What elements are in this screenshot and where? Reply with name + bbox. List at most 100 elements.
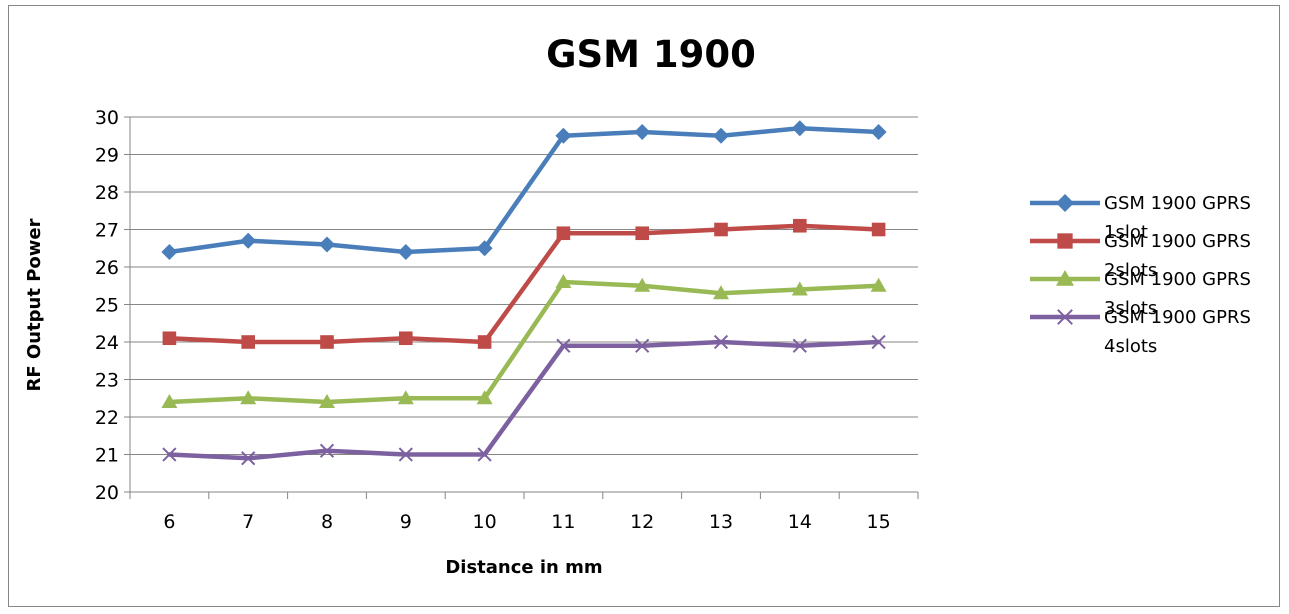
legend-label-line: 1slot — [1104, 222, 1148, 243]
data-point-1-3 — [319, 236, 335, 253]
data-point-3-4 — [397, 390, 414, 405]
x-marker-stroke — [319, 443, 335, 458]
x-marker-stroke — [241, 451, 256, 466]
x-marker-stroke — [713, 334, 729, 350]
data-point-2-4 — [399, 331, 413, 346]
data-point-4-8 — [713, 334, 729, 350]
data-point-1-1 — [161, 244, 178, 260]
y-tick-label: 29 — [95, 145, 119, 167]
series-4 — [162, 334, 886, 466]
x-tick-label: 13 — [709, 511, 733, 533]
x-tick-label: 7 — [242, 511, 254, 533]
y-tick-label: 27 — [95, 220, 119, 242]
series-3 — [161, 274, 887, 408]
data-point-2-10 — [871, 222, 886, 237]
legend-item-4: GSM 1900 GPRS 4slots — [1030, 307, 1251, 357]
y-tick-label: 23 — [95, 370, 119, 392]
legend-label-line: GSM 1900 GPRS — [1104, 231, 1251, 252]
data-point-4-9 — [792, 338, 807, 353]
axes — [124, 116, 919, 499]
data-point-1-2 — [240, 232, 257, 249]
data-point-3-6 — [555, 274, 572, 288]
data-point-2-1 — [162, 331, 177, 346]
legend-label-line: 2slots — [1104, 260, 1157, 281]
data-point-2-7 — [635, 226, 649, 241]
data-point-4-7 — [635, 338, 650, 353]
y-tick-label: 25 — [95, 295, 119, 317]
chart-title: GSM 1900 — [546, 33, 756, 76]
x-tick-label: 9 — [400, 511, 412, 533]
data-point-1-5 — [476, 240, 493, 257]
data-point-1-10 — [870, 124, 887, 140]
data-point-3-9 — [791, 281, 808, 296]
x-axis-title: Distance in mm — [445, 557, 602, 578]
y-tick-label: 28 — [95, 182, 119, 204]
data-point-1-9 — [791, 120, 808, 137]
legend-label-line: GSM 1900 GPRS — [1104, 193, 1251, 214]
x-tick-label: 14 — [788, 511, 812, 533]
x-marker-stroke — [556, 338, 571, 353]
y-axis-title: RF Output Power — [24, 218, 45, 391]
x-marker-stroke — [871, 334, 886, 350]
legend-swatch-marker — [1056, 270, 1074, 286]
x-tick-label: 10 — [473, 511, 497, 533]
x-tick-labels: 6 7 8 9 10 11 12 13 14 15 — [163, 511, 890, 533]
data-point-3-3 — [319, 394, 335, 408]
y-tick-label: 26 — [95, 257, 119, 279]
data-point-2-8 — [714, 222, 728, 237]
data-point-4-3 — [319, 443, 335, 458]
data-point-1-4 — [397, 244, 414, 260]
data-point-1-6 — [555, 127, 572, 144]
data-point-3-10 — [870, 277, 887, 292]
data-point-3-2 — [240, 390, 257, 405]
legend-label-line: 3slots — [1104, 298, 1157, 319]
x-tick-label: 6 — [163, 511, 175, 533]
series-2 — [162, 218, 886, 349]
data-point-4-5 — [477, 447, 492, 462]
data-point-1-7 — [634, 124, 651, 140]
data-point-4-1 — [162, 447, 177, 462]
legend-swatch-marker — [1057, 309, 1073, 325]
x-tick-label: 12 — [630, 511, 654, 533]
legend-item-3: GSM 1900 GPRS 3slots — [1030, 269, 1251, 319]
x-marker-stroke — [162, 447, 177, 462]
data-point-4-2 — [241, 451, 256, 466]
data-point-2-3 — [320, 335, 334, 349]
y-tick-label: 20 — [95, 482, 119, 504]
data-point-4-4 — [398, 447, 413, 462]
legend-item-2: GSM 1900 GPRS 2slots — [1030, 231, 1251, 281]
x-marker-stroke — [792, 338, 807, 353]
legend-item-1: GSM 1900 GPRS 1slot — [1030, 193, 1251, 243]
data-point-2-6 — [556, 226, 571, 241]
data-point-3-8 — [713, 285, 729, 300]
x-marker-stroke — [477, 447, 492, 462]
series-line-2 — [167, 223, 881, 345]
legend-label-line: GSM 1900 GPRS — [1104, 269, 1251, 290]
x-tick-label: 11 — [551, 511, 575, 533]
data-point-2-9 — [793, 218, 807, 233]
y-tick-labels: 20 21 22 23 24 25 26 27 28 29 30 — [95, 107, 119, 504]
series-line-3 — [167, 279, 881, 405]
data-point-4-10 — [871, 334, 886, 350]
x-marker-stroke — [398, 447, 413, 462]
legend-label-line: GSM 1900 GPRS — [1104, 307, 1251, 328]
gridlines — [130, 116, 918, 455]
chart-frame — [8, 5, 1280, 607]
data-point-1-8 — [713, 127, 729, 144]
data-point-3-1 — [161, 394, 178, 408]
y-tick-label: 30 — [95, 107, 119, 129]
y-tick-label: 22 — [95, 407, 119, 429]
series-line-4 — [167, 339, 881, 461]
data-point-2-5 — [477, 335, 492, 349]
x-marker-stroke — [1057, 309, 1073, 325]
series-line-1 — [167, 126, 881, 255]
legend-swatch-marker — [1057, 233, 1073, 249]
legend-label-line: 4slots — [1104, 336, 1157, 357]
data-point-4-6 — [556, 338, 571, 353]
legend-swatch-marker — [1056, 194, 1074, 212]
data-point-3-7 — [634, 277, 651, 292]
y-tick-label: 21 — [95, 445, 119, 467]
series-1 — [161, 120, 887, 260]
